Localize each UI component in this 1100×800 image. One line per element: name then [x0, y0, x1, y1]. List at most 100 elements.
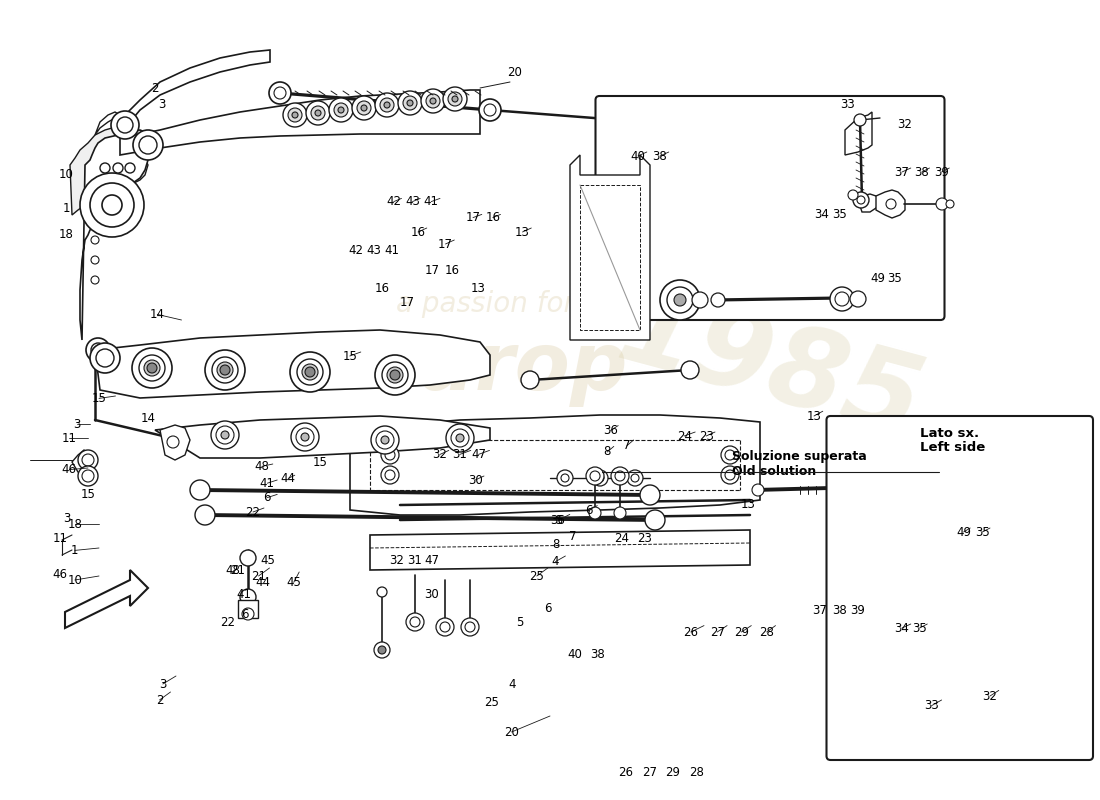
- Text: Left side: Left side: [920, 442, 984, 454]
- Circle shape: [443, 87, 468, 111]
- Circle shape: [240, 550, 256, 566]
- Circle shape: [190, 480, 210, 500]
- Text: 37: 37: [894, 166, 910, 178]
- Polygon shape: [720, 158, 760, 210]
- Circle shape: [381, 446, 399, 464]
- Circle shape: [195, 505, 214, 525]
- Circle shape: [452, 96, 458, 102]
- Polygon shape: [72, 450, 94, 478]
- Circle shape: [610, 467, 629, 485]
- Text: 30: 30: [425, 589, 439, 602]
- Circle shape: [660, 280, 700, 320]
- Circle shape: [374, 642, 390, 658]
- Text: 43: 43: [366, 243, 382, 257]
- Circle shape: [283, 103, 307, 127]
- Circle shape: [946, 200, 954, 208]
- Circle shape: [440, 622, 450, 632]
- Text: Lato sx.: Lato sx.: [920, 427, 979, 440]
- Text: 40: 40: [568, 649, 582, 662]
- Circle shape: [205, 350, 245, 390]
- Bar: [238, 600, 258, 618]
- Circle shape: [590, 471, 600, 481]
- Text: 37: 37: [813, 603, 827, 617]
- Circle shape: [113, 163, 123, 173]
- Text: 17: 17: [425, 263, 440, 277]
- Text: 15: 15: [312, 455, 328, 469]
- Circle shape: [835, 292, 849, 306]
- FancyBboxPatch shape: [826, 416, 1093, 760]
- Circle shape: [329, 98, 353, 122]
- Text: 41: 41: [385, 243, 399, 257]
- Text: 26: 26: [683, 626, 698, 638]
- Text: 20: 20: [507, 66, 522, 78]
- Text: 3: 3: [158, 98, 166, 111]
- Circle shape: [725, 450, 735, 460]
- Polygon shape: [858, 194, 880, 212]
- Text: a passion for parts: a passion for parts: [396, 290, 656, 318]
- Text: 28: 28: [690, 766, 704, 778]
- Text: 2: 2: [152, 82, 158, 94]
- Text: 17: 17: [465, 211, 481, 224]
- Text: 1: 1: [72, 544, 78, 557]
- Text: 3: 3: [74, 418, 80, 430]
- Polygon shape: [570, 155, 650, 340]
- Text: 32: 32: [389, 554, 405, 566]
- Text: 15: 15: [342, 350, 358, 362]
- Text: 6: 6: [544, 602, 552, 614]
- Circle shape: [371, 426, 399, 454]
- Circle shape: [854, 114, 866, 126]
- Polygon shape: [160, 425, 190, 460]
- Text: 10: 10: [67, 574, 82, 586]
- Circle shape: [306, 101, 330, 125]
- Circle shape: [615, 471, 625, 481]
- Circle shape: [378, 646, 386, 654]
- Text: 17: 17: [399, 295, 415, 309]
- Text: 4: 4: [552, 555, 559, 568]
- Text: 26: 26: [618, 766, 634, 778]
- Text: 20: 20: [504, 726, 519, 738]
- Polygon shape: [95, 112, 120, 135]
- Circle shape: [557, 470, 573, 486]
- Circle shape: [132, 348, 172, 388]
- Circle shape: [720, 466, 739, 484]
- Circle shape: [448, 92, 462, 106]
- Text: 23: 23: [638, 531, 652, 545]
- Circle shape: [588, 507, 601, 519]
- Circle shape: [410, 617, 420, 627]
- Text: 36: 36: [603, 424, 618, 437]
- Text: 13: 13: [740, 498, 756, 511]
- Text: 24: 24: [615, 531, 629, 545]
- Circle shape: [78, 450, 98, 470]
- Polygon shape: [350, 415, 760, 515]
- Text: 35: 35: [888, 271, 902, 285]
- Polygon shape: [80, 130, 150, 340]
- Circle shape: [334, 103, 348, 117]
- Text: 16: 16: [374, 282, 389, 294]
- Circle shape: [78, 466, 98, 486]
- Text: 5: 5: [516, 615, 524, 629]
- Text: 29: 29: [734, 626, 749, 638]
- Circle shape: [86, 338, 110, 362]
- Circle shape: [315, 110, 321, 116]
- Text: 11: 11: [62, 432, 77, 445]
- Text: 32: 32: [982, 690, 998, 702]
- Text: 25: 25: [529, 570, 544, 582]
- Text: 18: 18: [67, 518, 82, 530]
- Circle shape: [692, 292, 708, 308]
- Circle shape: [390, 370, 400, 380]
- Text: 48: 48: [254, 460, 270, 473]
- Circle shape: [850, 291, 866, 307]
- Circle shape: [379, 98, 394, 112]
- Circle shape: [270, 82, 292, 104]
- Circle shape: [561, 474, 569, 482]
- Text: 6: 6: [241, 607, 249, 621]
- Circle shape: [586, 467, 604, 485]
- Polygon shape: [155, 416, 490, 458]
- Polygon shape: [65, 570, 148, 628]
- Circle shape: [358, 101, 371, 115]
- Circle shape: [147, 363, 157, 373]
- Circle shape: [91, 343, 104, 357]
- Circle shape: [301, 433, 309, 441]
- Text: 4: 4: [508, 678, 516, 691]
- Circle shape: [144, 360, 159, 376]
